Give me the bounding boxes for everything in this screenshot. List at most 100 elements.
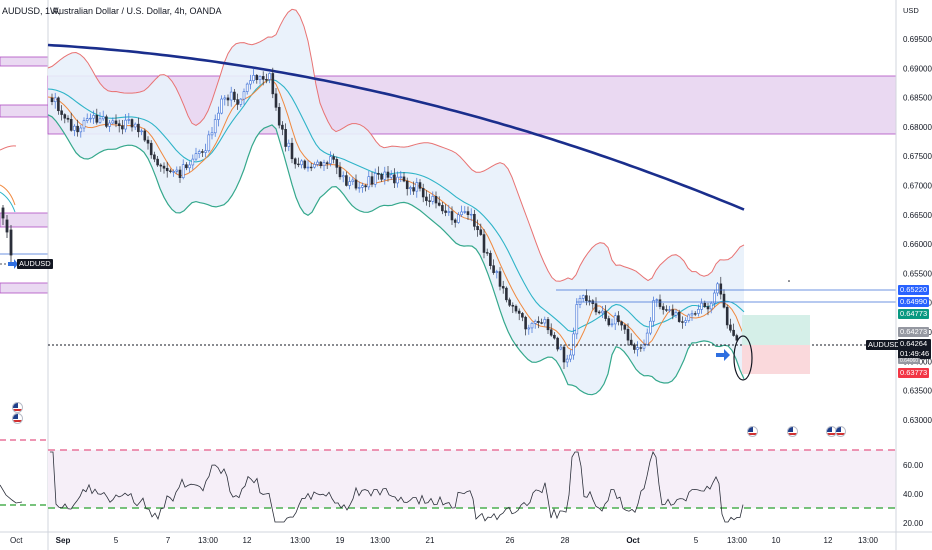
left-ma-2 bbox=[0, 191, 16, 213]
candle-body bbox=[98, 118, 102, 123]
us-flag-icon[interactable] bbox=[747, 426, 758, 437]
time-axis[interactable]: Sep 5 7 13:00 12 13:00 19 13:00 21 26 28 Oct 5 13:00 1… bbox=[56, 536, 879, 545]
candle-body bbox=[530, 323, 534, 329]
rsi-tick-label: 40.00 bbox=[903, 490, 924, 499]
au-flag-icon[interactable] bbox=[787, 426, 798, 437]
candle-body bbox=[137, 123, 140, 133]
candle-body bbox=[290, 142, 294, 160]
us-flag-icon[interactable] bbox=[835, 426, 846, 437]
candle-body bbox=[383, 171, 387, 180]
candle-body bbox=[169, 170, 172, 172]
candle-body bbox=[578, 298, 582, 305]
rsi-axis[interactable]: 60.00 40.00 20.00 bbox=[903, 461, 924, 528]
candle-body bbox=[185, 164, 188, 169]
candle-body bbox=[428, 200, 431, 202]
candle-body bbox=[658, 299, 662, 307]
candle-body bbox=[543, 319, 547, 324]
candle-body bbox=[684, 320, 687, 323]
candle-body bbox=[649, 320, 652, 334]
candle-body bbox=[492, 265, 495, 273]
date-tick-label: 13:00 bbox=[858, 536, 879, 545]
candle-body bbox=[425, 196, 428, 202]
candle-body bbox=[450, 211, 454, 221]
candle-body bbox=[319, 161, 323, 167]
candle-body bbox=[277, 107, 281, 126]
candle-body bbox=[322, 162, 326, 167]
candle-body bbox=[159, 164, 163, 167]
price-tick-label: 0.63000 bbox=[903, 416, 932, 425]
candle-body bbox=[668, 309, 671, 311]
candle-body bbox=[130, 119, 134, 128]
date-tick-label: 10 bbox=[772, 536, 781, 545]
left-arrow-icon bbox=[8, 259, 18, 269]
candle-body bbox=[725, 306, 729, 326]
date-tick-label: 19 bbox=[336, 536, 345, 545]
price-tag-take-profit: 0.64773 bbox=[898, 309, 930, 319]
candle-body bbox=[191, 158, 195, 166]
candle-body bbox=[460, 211, 463, 216]
candle-body bbox=[575, 304, 579, 335]
candle-body bbox=[101, 116, 105, 120]
price-axis[interactable]: 0.69500 0.69000 0.68500 0.68000 0.67500 0.670… bbox=[903, 35, 932, 425]
candle-body bbox=[85, 118, 89, 121]
candle-body bbox=[585, 295, 588, 301]
candle-body bbox=[569, 354, 572, 360]
main-pane[interactable] bbox=[47, 8, 897, 523]
candle-body bbox=[194, 153, 198, 160]
candle-body bbox=[489, 252, 492, 266]
candle-body bbox=[252, 75, 255, 82]
stop-loss-zone[interactable] bbox=[742, 345, 810, 374]
candle-body bbox=[146, 139, 150, 144]
candle-body bbox=[124, 119, 127, 130]
candle-body bbox=[690, 313, 694, 316]
candle-body bbox=[329, 156, 332, 164]
candle-body bbox=[181, 164, 185, 178]
candle-body bbox=[341, 175, 345, 178]
candle-body bbox=[156, 158, 159, 166]
price-tick-label: 0.69500 bbox=[903, 35, 932, 44]
candle-body bbox=[399, 176, 403, 178]
price-tag-level-2: 0.64990 bbox=[898, 297, 930, 307]
countdown-value: 01:49:46 bbox=[900, 349, 930, 358]
date-tick-label: 7 bbox=[166, 536, 171, 545]
candle-body bbox=[117, 123, 121, 127]
candle-body bbox=[143, 130, 147, 141]
long-ma-line bbox=[47, 43, 745, 211]
date-tick-label: 13:00 bbox=[290, 536, 311, 545]
candle-body bbox=[620, 321, 623, 326]
candle-body bbox=[610, 323, 614, 326]
candle-body bbox=[524, 316, 527, 330]
candle-body bbox=[332, 156, 335, 160]
candle-body bbox=[722, 293, 726, 308]
candle-body bbox=[485, 252, 489, 254]
take-profit-zone[interactable] bbox=[742, 315, 810, 345]
candle-body bbox=[76, 125, 79, 133]
candle-body bbox=[716, 283, 719, 294]
candle-body bbox=[482, 234, 486, 253]
candle-body bbox=[79, 127, 83, 133]
date-tick-label: 28 bbox=[561, 536, 570, 545]
candle-body bbox=[105, 116, 108, 127]
candle-body bbox=[229, 91, 233, 101]
date-tick-label: 26 bbox=[506, 536, 515, 545]
candle-body bbox=[412, 187, 415, 192]
bollinger-lower bbox=[47, 114, 745, 396]
candle-body bbox=[389, 174, 393, 178]
candle-body bbox=[447, 211, 451, 213]
last-price-tag: 0.64264 01:49:46 bbox=[898, 339, 932, 359]
candle-body bbox=[453, 219, 457, 223]
candle-body bbox=[706, 306, 710, 310]
candle-body bbox=[50, 97, 54, 103]
us-flag-icon[interactable] bbox=[12, 402, 23, 413]
candle-body bbox=[271, 73, 275, 95]
candle-body bbox=[537, 320, 540, 323]
candle-body bbox=[527, 327, 531, 330]
candle-body bbox=[713, 292, 716, 304]
candle-body bbox=[380, 174, 383, 180]
price-tick-label: 0.65500 bbox=[903, 269, 932, 278]
left-pane[interactable] bbox=[0, 56, 49, 506]
candle-body bbox=[735, 335, 739, 341]
price-tick-label: 0.66500 bbox=[903, 211, 932, 220]
us-flag-icon[interactable] bbox=[12, 413, 23, 424]
